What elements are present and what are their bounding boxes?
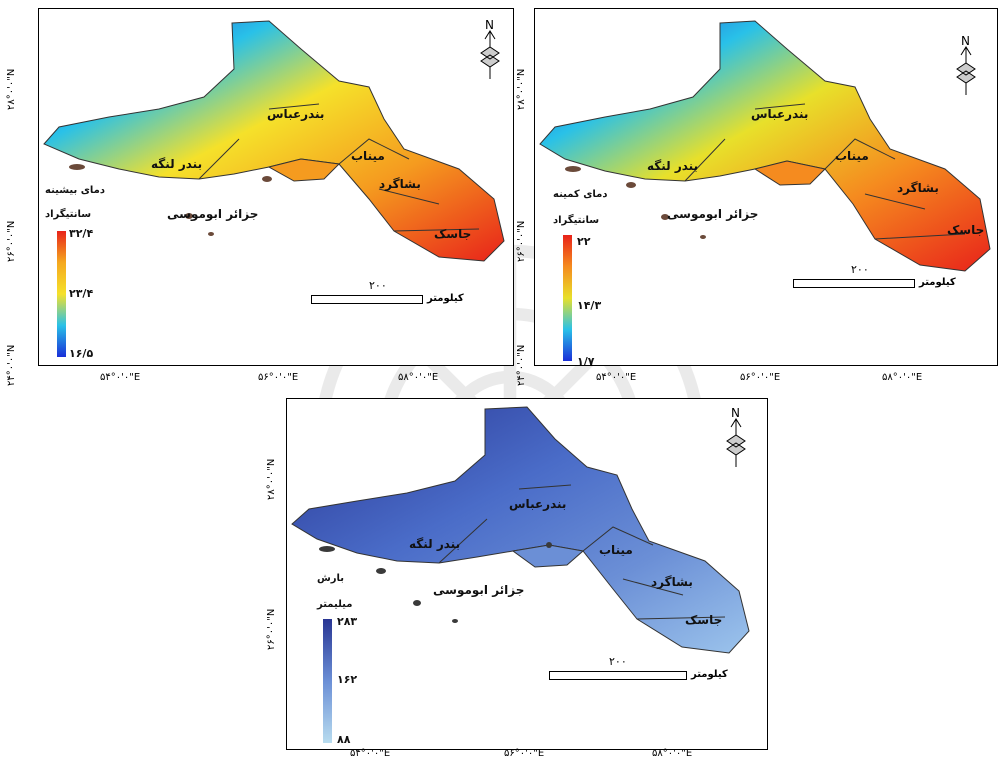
- place-label: بندرعباس: [267, 107, 325, 121]
- place-label: بندرعباس: [751, 107, 809, 121]
- place-label: میناب: [351, 149, 385, 163]
- legend-max: ۲۸۳: [337, 615, 358, 628]
- scale-unit: کیلومتر: [919, 277, 956, 288]
- province-shape: [291, 406, 750, 654]
- province-map: [291, 406, 750, 654]
- legend-mid: ۲۳/۴: [69, 287, 94, 300]
- legend-unit: سانتیگراد: [553, 215, 600, 226]
- lon-label: ۵۴°۰'۰"E: [100, 372, 141, 383]
- legend-max: ۲۲: [577, 235, 591, 248]
- color-ramp-legend: [563, 235, 572, 361]
- legend-mid: ۱۶۲: [337, 673, 358, 686]
- place-label: جزائر ابوموسی: [433, 583, 525, 597]
- lon-label: ۵۸°۰'۰"E: [882, 372, 923, 383]
- legend-unit: سانتیگراد: [45, 209, 92, 220]
- province-shape: [539, 20, 991, 272]
- svg-text:N: N: [961, 34, 970, 48]
- color-ramp-legend: [323, 619, 332, 743]
- north-arrow-icon: N: [956, 34, 976, 95]
- legend-min: ۱/۷: [577, 355, 595, 366]
- lat-label: ۲۶°۰'۰"N: [266, 608, 277, 650]
- svg-text:N: N: [485, 18, 494, 32]
- lat-label: ۲۸°۰'۰"N: [516, 68, 527, 110]
- place-label: بندر لنگه: [409, 537, 461, 551]
- legend-min: ۸۸: [337, 733, 351, 746]
- lat-label: ۲۴°۰'۰"N: [516, 344, 527, 386]
- legend-title: بارش: [317, 573, 345, 584]
- place-label: بشاگرد: [379, 177, 421, 191]
- scale-unit: کیلومتر: [427, 293, 464, 304]
- lat-label: ۲۸°۰'۰"N: [6, 68, 17, 110]
- place-label: بندرعباس: [509, 497, 567, 511]
- map-panel-min-temp: بندرعباس بندر لنگه میناب بشاگرد جاسک جزا…: [534, 8, 998, 366]
- place-label: بندر لنگه: [647, 159, 699, 173]
- lon-label: ۵۶°۰'۰"E: [504, 748, 545, 759]
- lat-label: ۲۶°۰'۰"N: [6, 220, 17, 262]
- lat-label: ۲۶°۰'۰"N: [516, 220, 527, 262]
- lon-label: ۵۸°۰'۰"E: [398, 372, 439, 383]
- svg-text:N: N: [731, 406, 740, 420]
- place-label: جاسک: [685, 613, 723, 627]
- north-arrow-icon: N: [480, 18, 500, 79]
- legend-title: دمای کمینه: [553, 189, 608, 200]
- legend-title: دمای بیشینه: [45, 185, 105, 196]
- lat-label: ۲۸°۰'۰"N: [266, 458, 277, 500]
- place-label: میناب: [835, 149, 869, 163]
- place-label: بشاگرد: [897, 181, 939, 195]
- color-ramp-legend: [57, 231, 66, 357]
- province-map: [43, 20, 505, 262]
- place-label: جاسک: [434, 227, 472, 241]
- lat-label: ۲۴°۰'۰"N: [6, 344, 17, 386]
- place-label: بندر لنگه: [151, 157, 203, 171]
- lon-label: ۵۶°۰'۰"E: [740, 372, 781, 383]
- place-label: بشاگرد: [651, 575, 693, 589]
- lon-label: ۵۸°۰'۰"E: [652, 748, 693, 759]
- scale-unit: کیلومتر: [691, 669, 728, 680]
- lon-label: ۵۶°۰'۰"E: [258, 372, 299, 383]
- place-label: جزائر ابوموسی: [667, 207, 759, 221]
- place-label: جزائر ابوموسی: [167, 207, 259, 221]
- legend-mid: ۱۴/۳: [577, 299, 602, 312]
- legend-min: ۱۶/۵: [69, 347, 94, 360]
- scale-number: ۲۰۰: [851, 263, 869, 276]
- legend-max: ۳۲/۴: [69, 227, 94, 240]
- map-panel-max-temp: بندرعباس بندر لنگه میناب بشاگرد جاسک جزا…: [38, 8, 514, 366]
- scale-number: ۲۰۰: [609, 655, 627, 668]
- map-panel-precip: بندرعباس بندر لنگه میناب بشاگرد جاسک جزا…: [286, 398, 768, 750]
- place-label: میناب: [599, 543, 633, 557]
- province-shape: [43, 20, 505, 262]
- province-map: [539, 20, 991, 272]
- scale-number: ۲۰۰: [369, 279, 387, 292]
- place-label: جاسک: [947, 223, 985, 237]
- legend-unit: میلیمتر: [317, 599, 353, 610]
- lon-label: ۵۴°۰'۰"E: [350, 748, 391, 759]
- north-arrow-icon: N: [726, 406, 746, 467]
- lon-label: ۵۴°۰'۰"E: [596, 372, 637, 383]
